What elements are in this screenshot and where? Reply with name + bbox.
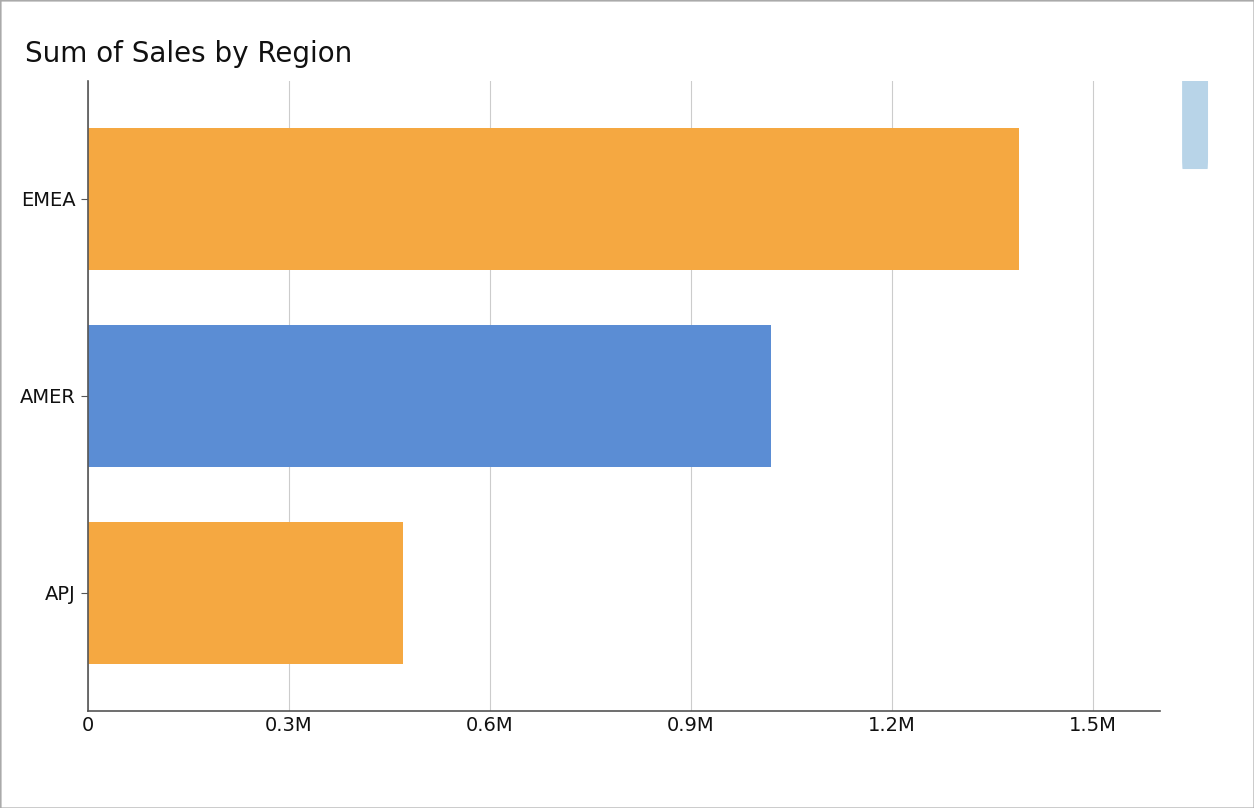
Bar: [88, 522, 403, 664]
Text: Sum of Sales by Region: Sum of Sales by Region: [25, 40, 352, 69]
FancyBboxPatch shape: [1183, 68, 1208, 169]
Bar: [88, 325, 771, 467]
Bar: [88, 128, 1020, 270]
